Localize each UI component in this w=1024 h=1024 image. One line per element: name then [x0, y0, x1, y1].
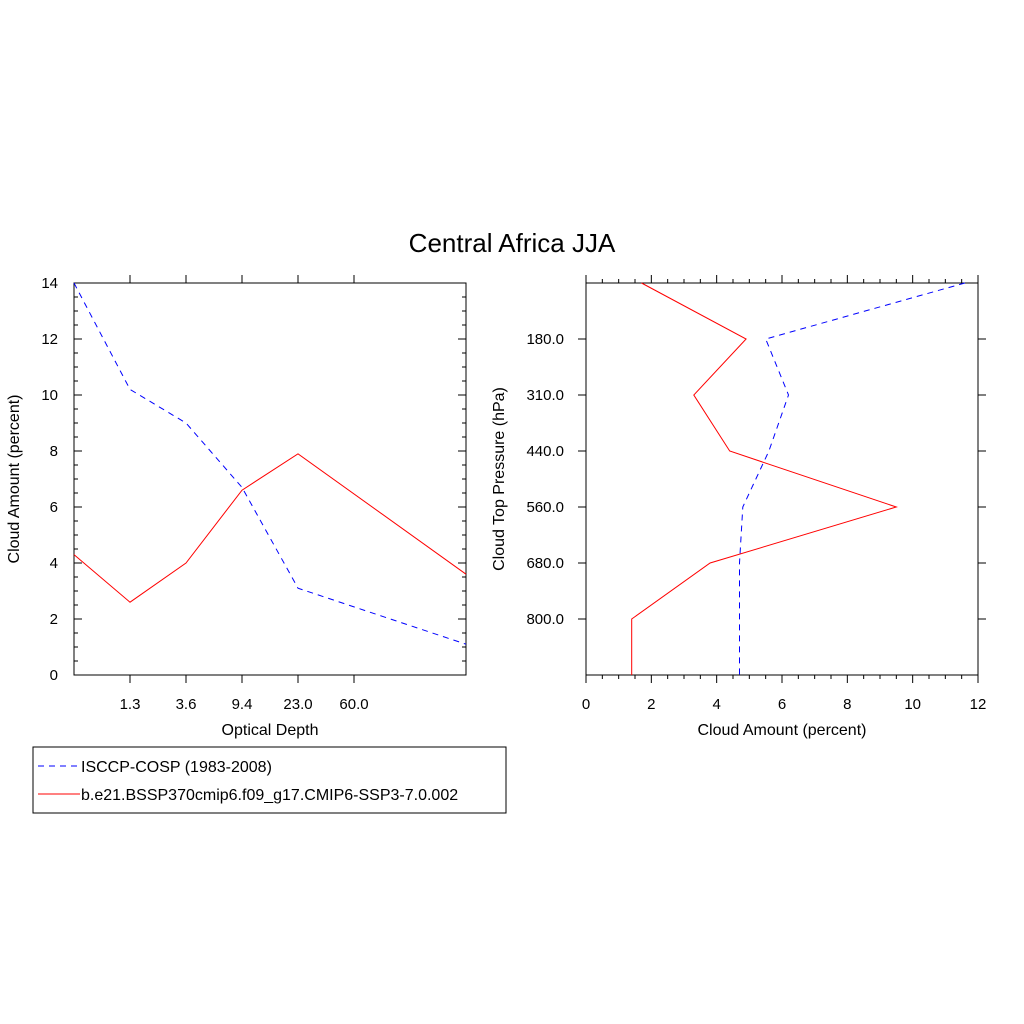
x-tick-label: 8	[843, 696, 851, 713]
x-tick-label: 60.0	[339, 696, 368, 713]
x-tick-label: 4	[712, 696, 720, 713]
isccp-line	[739, 282, 966, 675]
x-tick-label: 1.3	[120, 696, 141, 713]
right-plot-frame	[585, 282, 979, 676]
legend-label-isccp: ISCCP-COSP (1983-2008)	[81, 759, 272, 776]
y-tick-label: 8	[50, 443, 58, 460]
left-y-axis-title: Cloud Amount (percent)	[6, 395, 23, 564]
x-tick-label: 3.6	[176, 696, 197, 713]
right-x-axis-title: Cloud Amount (percent)	[698, 722, 867, 739]
y-tick-label: 800.0	[526, 611, 564, 628]
left-series	[73, 282, 467, 645]
y-tick-label: 2	[50, 611, 58, 628]
y-tick-label: 10	[41, 387, 58, 404]
y-tick-label: 6	[50, 499, 58, 516]
isccp-line	[73, 282, 467, 645]
optical-depth-panel: 0 2 4 6 8 10 12 14 1.3 3.6 9.4 23.0 60.0 Optical Dep…	[6, 275, 467, 739]
x-tick-label: 10	[904, 696, 921, 713]
x-tick-label: 9.4	[232, 696, 253, 713]
left-x-axis-title: Optical Depth	[222, 722, 319, 739]
model-line	[631, 282, 898, 675]
y-tick-label: 310.0	[526, 387, 564, 404]
legend-label-model: b.e21.BSSP370cmip6.f09_g17.CMIP6-SSP3-7.…	[81, 787, 458, 804]
cloud-top-pressure-panel: 0 2 4 6 8 10 12180.0310.0440.0560.0680.0800.0 …	[491, 275, 986, 739]
x-tick-label: 0	[582, 696, 590, 713]
y-tick-label: 440.0	[526, 443, 564, 460]
x-tick-label: 2	[647, 696, 655, 713]
legend: ISCCP-COSP (1983-2008) b.e21.BSSP370cmip…	[32, 746, 507, 814]
right-ticks: 0 2 4 6 8 10 12 180.0 310.0 440.0 560.0 680.0 800.0	[526, 275, 986, 713]
model-line	[73, 453, 467, 603]
y-tick-label: 14	[41, 275, 58, 292]
left-plot-frame	[73, 282, 467, 676]
page-title: Central Africa JJA	[409, 228, 616, 258]
x-tick-label: 12	[970, 696, 987, 713]
y-tick-label: 12	[41, 331, 58, 348]
x-tick-label: 23.0	[283, 696, 312, 713]
y-tick-label: 180.0	[526, 331, 564, 348]
left-ticks: 0 2 4 6 8 10 12 14 1.3 3.6 9.4 23.0 60.0	[41, 275, 466, 713]
legend-box	[32, 746, 507, 814]
y-tick-label: 680.0	[526, 555, 564, 572]
right-series	[631, 282, 966, 675]
y-tick-label: 0	[50, 667, 58, 684]
y-tick-label: 560.0	[526, 499, 564, 516]
right-y-axis-title: Cloud Top Pressure (hPa)	[491, 387, 508, 571]
y-tick-label: 4	[50, 555, 58, 572]
x-tick-label: 6	[778, 696, 786, 713]
